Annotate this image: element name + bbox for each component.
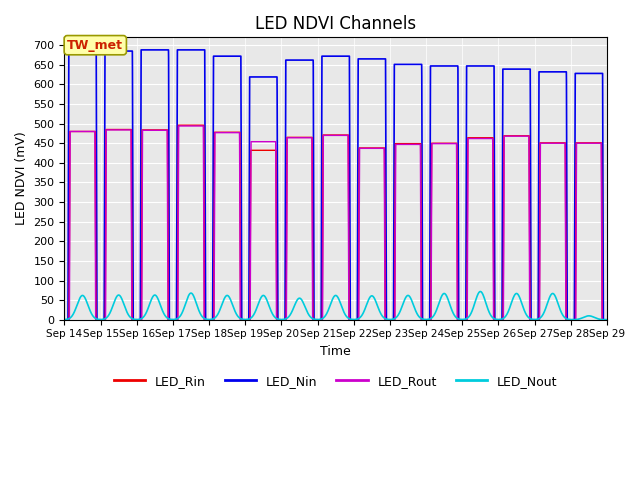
Line: LED_Rin: LED_Rin (65, 125, 607, 320)
LED_Nout (268, 310, 276, 315)
LED_Nout (386, 317, 394, 323)
LED_Nin (61, 317, 68, 323)
LED_Nin (386, 317, 394, 323)
Legend: LED_Rin, LED_Nin, LED_Rout, LED_Nout: LED_Rin, LED_Nin, LED_Rout, LED_Nout (109, 370, 563, 393)
LED_Nin (413, 61, 421, 67)
LED_Nout (159, 309, 167, 314)
LED_Rin (507, 133, 515, 139)
Y-axis label: LED NDVI (mV): LED NDVI (mV) (15, 132, 28, 226)
Text: TW_met: TW_met (67, 39, 124, 52)
LED_Rout (386, 317, 394, 323)
Line: LED_Nin: LED_Nin (65, 45, 607, 320)
LED_Nout (603, 317, 611, 323)
LED_Nin (603, 317, 611, 323)
LED_Nout (413, 311, 421, 317)
LED_Rout (61, 317, 68, 323)
LED_Rout (175, 123, 182, 129)
LED_Nout (61, 317, 68, 323)
LED_Nin (65, 42, 72, 48)
LED_Rout (603, 317, 611, 323)
LED_Rin (268, 147, 276, 153)
LED_Rin (159, 127, 167, 133)
LED_Rout (507, 133, 515, 139)
LED_Rin (603, 317, 611, 323)
LED_Nout (465, 313, 473, 319)
LED_Rin (61, 317, 68, 323)
LED_Rin (175, 122, 182, 128)
LED_Rin (413, 141, 421, 146)
X-axis label: Time: Time (320, 345, 351, 358)
LED_Nout (477, 288, 484, 294)
LED_Nin (465, 63, 473, 69)
LED_Rin (386, 317, 394, 323)
LED_Rin (465, 135, 473, 141)
LED_Rout (413, 142, 421, 147)
Line: LED_Rout: LED_Rout (65, 126, 607, 320)
Line: LED_Nout: LED_Nout (65, 291, 607, 320)
LED_Nout (507, 302, 515, 308)
LED_Rout (268, 139, 276, 144)
LED_Nin (268, 74, 276, 80)
Title: LED NDVI Channels: LED NDVI Channels (255, 15, 416, 33)
LED_Nin (507, 66, 515, 72)
LED_Rout (465, 136, 473, 142)
LED_Rout (159, 127, 167, 133)
LED_Nin (159, 47, 167, 53)
